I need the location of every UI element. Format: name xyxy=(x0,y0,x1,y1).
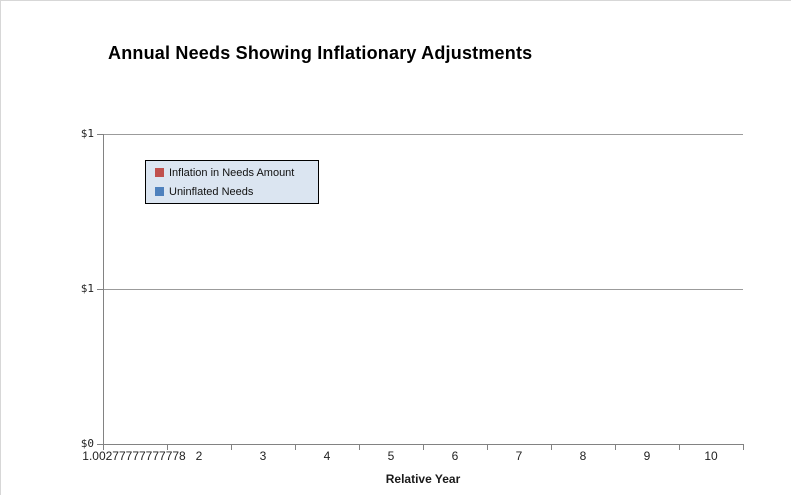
x-tick-mark xyxy=(231,444,232,450)
y-tick-mark xyxy=(97,134,103,135)
legend-box[interactable]: Inflation in Needs Amount Uninflated Nee… xyxy=(145,160,319,204)
x-axis-label: 9 xyxy=(643,449,651,463)
x-tick-mark xyxy=(295,444,296,450)
chart-title: Annual Needs Showing Inflationary Adjust… xyxy=(108,43,533,63)
x-axis-label: 10 xyxy=(704,449,718,463)
legend-swatch-red-icon xyxy=(155,168,164,177)
x-axis-label: 5 xyxy=(387,449,395,463)
x-axis-label: 6 xyxy=(451,449,459,463)
y-tick-mark xyxy=(97,289,103,290)
x-tick-mark xyxy=(423,444,424,450)
x-axis-label: 1.00277777777778 xyxy=(82,449,186,463)
legend-label: Inflation in Needs Amount xyxy=(169,166,295,179)
y-axis-label: $1 xyxy=(80,282,94,295)
gridline-middle xyxy=(103,289,743,290)
x-axis-title: Relative Year xyxy=(385,472,461,486)
x-tick-mark xyxy=(551,444,552,450)
x-tick-mark xyxy=(359,444,360,450)
x-axis-label: 4 xyxy=(323,449,331,463)
legend-label: Uninflated Needs xyxy=(169,185,254,198)
x-axis-label: 3 xyxy=(259,449,267,463)
legend-item: Uninflated Needs xyxy=(155,186,318,198)
y-axis-label: $0 xyxy=(80,437,94,450)
y-axis-label: $1 xyxy=(80,127,94,140)
x-tick-mark xyxy=(103,444,104,450)
x-tick-mark xyxy=(679,444,680,450)
x-axis-label: 2 xyxy=(195,449,203,463)
x-tick-mark xyxy=(487,444,488,450)
x-axis-label: 7 xyxy=(515,449,523,463)
y-tick-mark xyxy=(97,444,103,445)
x-tick-mark xyxy=(615,444,616,450)
legend-swatch-blue-icon xyxy=(155,187,164,196)
x-axis-label: 8 xyxy=(579,449,587,463)
legend-item: Inflation in Needs Amount xyxy=(155,167,318,179)
x-tick-mark xyxy=(743,444,744,450)
y-axis-line xyxy=(103,134,104,449)
x-tick-mark xyxy=(167,444,168,450)
gridline-top xyxy=(103,134,743,135)
